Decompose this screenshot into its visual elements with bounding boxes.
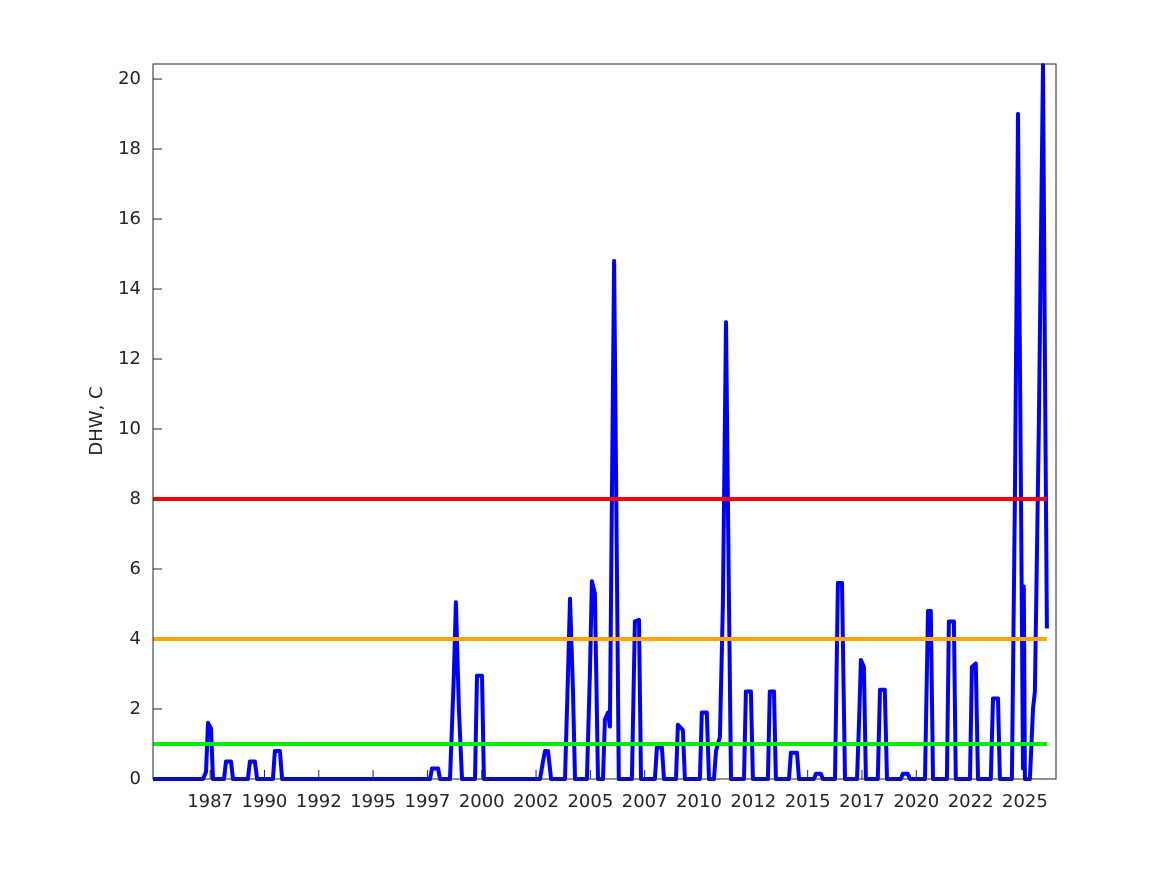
x-tick-label: 1990 <box>242 791 288 812</box>
y-tick-label: 16 <box>118 208 141 229</box>
x-tick-label: 2007 <box>622 791 668 812</box>
plot-frame <box>152 63 1057 780</box>
x-tick-label: 2005 <box>567 791 613 812</box>
y-axis-label: DHW, C <box>86 386 107 455</box>
y-tick-label: 20 <box>118 68 141 89</box>
y-tick-label: 14 <box>118 278 141 299</box>
x-tick-label: 2015 <box>785 791 831 812</box>
y-tick-label: 6 <box>130 558 141 579</box>
y-tick-label: 18 <box>118 138 141 159</box>
y-tick-label: 8 <box>130 488 141 509</box>
y-tick-label: 0 <box>130 768 141 789</box>
x-tick-label: 2020 <box>893 791 939 812</box>
x-tick-label: 2025 <box>1002 791 1048 812</box>
x-tick-label: 2012 <box>730 791 776 812</box>
x-tick-label: 1997 <box>405 791 451 812</box>
x-tick-label: 2002 <box>513 791 559 812</box>
x-tick-label: 2022 <box>948 791 994 812</box>
x-tick-label: 2000 <box>459 791 505 812</box>
x-tick-label: 1992 <box>296 791 342 812</box>
x-tick-label: 2010 <box>676 791 722 812</box>
y-tick-label: 4 <box>130 628 141 649</box>
x-tick-label: 1987 <box>187 791 233 812</box>
y-tick-label: 2 <box>130 698 141 719</box>
x-tick-label: 1995 <box>350 791 396 812</box>
plot-area <box>153 64 1056 779</box>
y-tick-label: 10 <box>118 418 141 439</box>
y-tick-label: 12 <box>118 348 141 369</box>
x-tick-label: 2017 <box>839 791 885 812</box>
